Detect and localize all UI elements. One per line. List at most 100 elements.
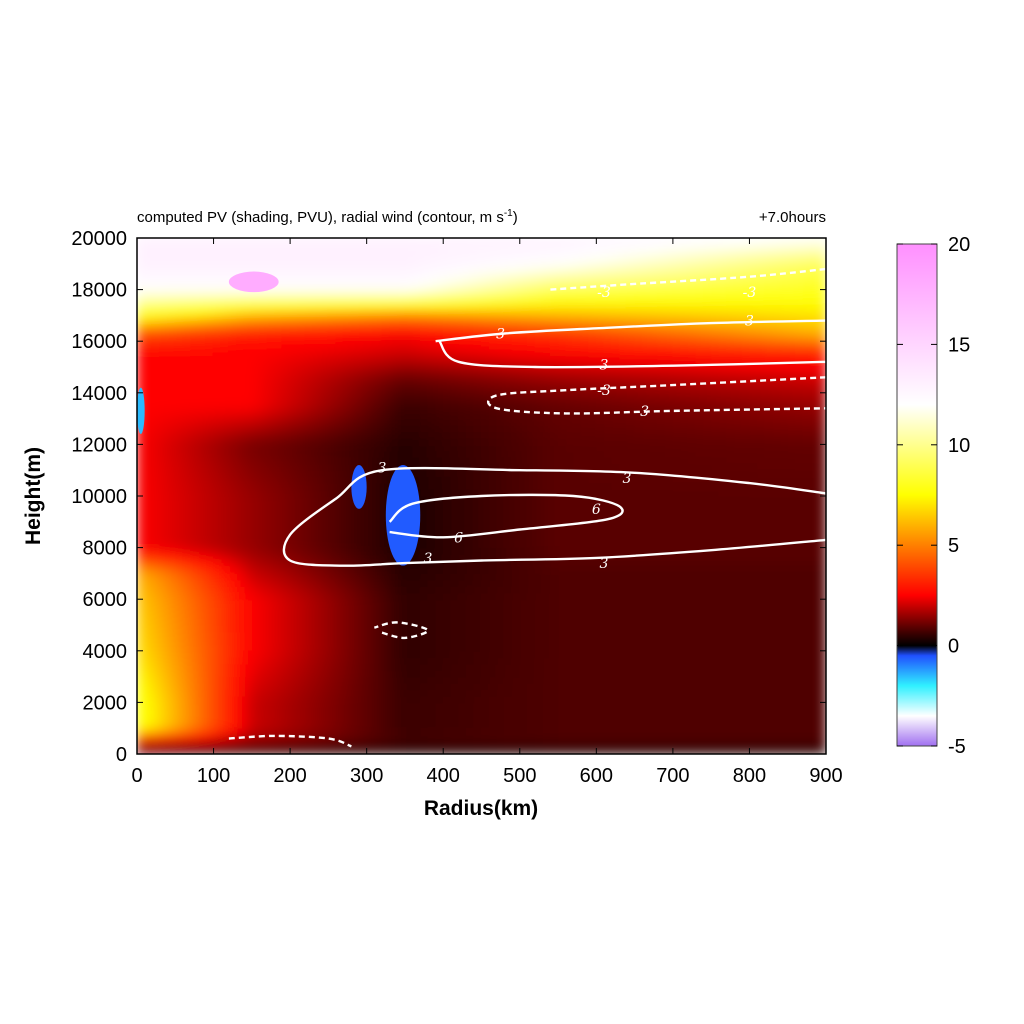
pv-cell	[435, 327, 444, 336]
pv-cell	[167, 411, 176, 420]
pv-cell	[381, 572, 391, 581]
pv-cell	[588, 676, 597, 684]
pv-cell	[603, 431, 613, 439]
pv-cell	[213, 572, 222, 581]
pv-cell	[281, 592, 291, 600]
pv-cell	[419, 521, 429, 529]
pv-cell	[205, 598, 215, 607]
pv-cell	[389, 669, 398, 678]
pv-cell	[603, 476, 613, 484]
pv-cell	[297, 456, 306, 465]
pv-cell	[159, 566, 169, 574]
pv-cell	[373, 431, 383, 439]
pv-cell	[481, 598, 490, 607]
pv-cell	[144, 643, 153, 652]
pv-cell	[442, 489, 452, 497]
pv-cell	[327, 682, 337, 690]
pv-cell	[488, 624, 498, 632]
pv-cell	[220, 534, 230, 542]
pv-cell	[427, 437, 437, 445]
pv-cell	[450, 495, 460, 503]
pv-cell	[289, 676, 299, 684]
pv-cell	[304, 321, 314, 329]
pv-cell	[258, 656, 268, 665]
pv-cell	[496, 689, 505, 697]
pv-cell	[519, 314, 528, 323]
pv-cell	[503, 282, 513, 291]
pv-cell	[381, 701, 391, 710]
pv-cell	[182, 669, 192, 678]
pv-cell	[412, 701, 421, 710]
pv-cell	[312, 682, 322, 690]
pv-cell	[412, 256, 421, 265]
pv-cell	[458, 411, 467, 420]
pv-cell	[304, 643, 314, 652]
pv-cell	[312, 708, 322, 716]
pv-cell	[327, 360, 337, 368]
pv-cell	[151, 327, 161, 336]
pv-cell	[542, 630, 551, 639]
pv-cell	[304, 721, 314, 729]
pv-cell	[258, 469, 268, 478]
pv-cell	[603, 424, 613, 432]
pv-cell	[327, 398, 337, 407]
pv-cell	[327, 463, 337, 471]
pv-cell	[549, 508, 559, 516]
pv-cell	[335, 501, 345, 510]
pv-cell	[182, 243, 192, 252]
pv-cell	[458, 630, 467, 639]
pv-cell	[167, 540, 176, 549]
pv-cell	[565, 514, 574, 523]
pv-cell	[427, 489, 437, 497]
pv-cell	[350, 431, 360, 439]
pv-cell	[274, 321, 283, 329]
pv-cell	[144, 521, 153, 529]
pv-cell	[549, 295, 559, 303]
pv-cell	[251, 689, 260, 697]
pv-cell	[373, 263, 383, 271]
pv-cell	[565, 527, 574, 536]
pv-cell	[473, 295, 482, 303]
pv-cell	[603, 605, 613, 613]
pv-cell	[427, 676, 437, 684]
pv-cell	[236, 347, 245, 355]
pv-cell	[144, 308, 153, 316]
pv-cell	[519, 450, 528, 458]
pv-cell	[496, 276, 505, 284]
pv-cell	[465, 347, 475, 355]
pv-cell	[228, 327, 238, 336]
pv-cell	[251, 469, 260, 478]
pv-cell	[366, 360, 375, 368]
pv-cell	[580, 340, 590, 349]
pv-cell	[572, 482, 582, 491]
pv-cell	[167, 566, 176, 574]
pv-cell	[389, 611, 398, 620]
pv-cell	[542, 482, 551, 491]
pv-cell	[258, 437, 268, 445]
pv-cell	[281, 398, 291, 407]
pv-cell	[320, 360, 329, 368]
pv-cell	[450, 624, 460, 632]
pv-cell	[412, 682, 421, 690]
pv-cell	[312, 669, 322, 678]
pv-cell	[588, 566, 597, 574]
pv-cell	[526, 469, 536, 478]
pv-cell	[542, 560, 551, 568]
pv-cell	[190, 411, 199, 420]
pv-cell	[526, 624, 536, 632]
pv-cell	[373, 469, 383, 478]
pv-cell	[304, 302, 314, 310]
pv-cell	[343, 637, 352, 645]
pv-cell	[236, 405, 245, 413]
pv-cell	[190, 560, 199, 568]
pv-cell	[442, 308, 452, 316]
pv-cell	[404, 637, 414, 645]
pv-cell	[304, 263, 314, 271]
pv-cell	[373, 450, 383, 458]
pv-cell	[289, 682, 299, 690]
pv-cell	[182, 295, 192, 303]
pv-cell	[580, 579, 590, 587]
pv-cell	[343, 611, 352, 620]
pv-cell	[312, 450, 322, 458]
pv-cell	[327, 514, 337, 523]
